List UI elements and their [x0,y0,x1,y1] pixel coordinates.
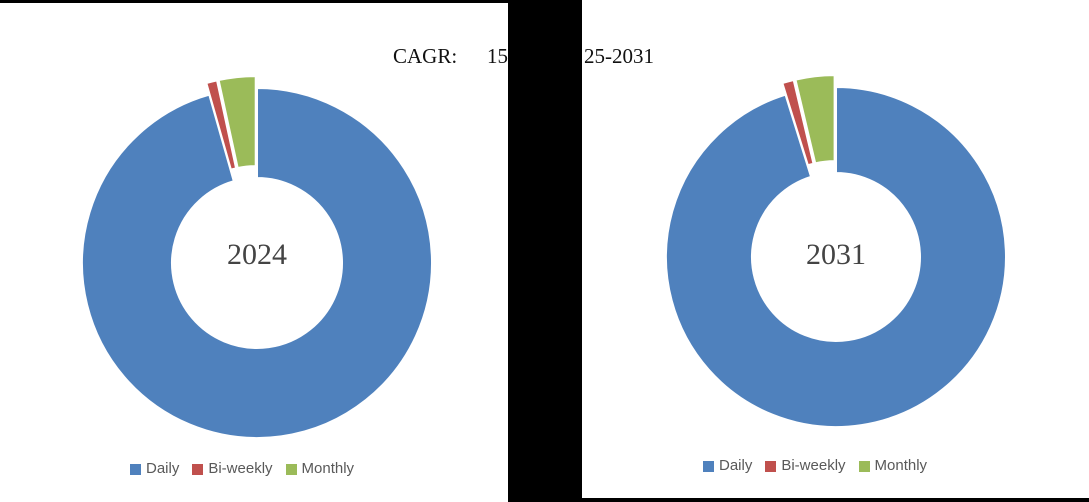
pie-slice-bi-weekly-2024 [205,79,238,171]
legend-marker-bi-weekly-icon [765,460,777,472]
pie-slice-daily-2031 [664,85,1007,428]
donut-center-year-2024: 2024 [227,238,287,271]
pie-slice-daily-2024 [81,86,434,439]
legend-item-bi-weekly: Bi-weekly [765,456,846,476]
legend-marker-monthly-icon [858,460,870,472]
legend-item-monthly: Monthly [285,459,355,479]
black-strip-bottom [508,498,1089,502]
legend-marker-daily-icon [130,463,141,475]
chart-panel-2024: 2024 Daily Bi-weekly Monthly [0,3,508,502]
pie-slice-bi-weekly-2031 [781,78,815,167]
pie-slice-monthly-2024 [217,75,257,170]
pie-slice-monthly-2031 [794,74,836,165]
legend-item-daily: Daily [130,459,179,479]
legend-label-bi-weekly: Bi-weekly [208,460,273,477]
chart-panel-2031: 2031 Daily Bi-weekly Monthly [582,0,1089,498]
legend-item-daily: Daily [703,456,752,476]
donut-center-year-2031: 2031 [806,238,866,271]
legend-label-daily: Daily [146,460,180,477]
legend-marker-bi-weekly-icon [192,463,204,475]
donut-chart-2031 [664,74,1007,428]
legend-2031: Daily Bi-weekly Monthly [703,456,927,476]
legend-2024: Daily Bi-weekly Monthly [130,459,354,479]
legend-marker-daily-icon [703,460,714,472]
donut-chart-2024 [81,75,434,439]
chart-title-cagr-value: 15 [487,44,508,68]
legend-label-bi-weekly: Bi-weekly [781,457,846,474]
legend-item-bi-weekly: Bi-weekly [192,459,273,479]
legend-label-daily: Daily [719,457,753,474]
black-redaction-bar [508,0,582,502]
legend-item-monthly: Monthly [858,456,928,476]
chart-title-period: 25-2031 [584,44,654,68]
black-strip-top [0,0,510,3]
chart-title-cagr-label: CAGR: [393,44,458,68]
legend-label-monthly: Monthly [874,457,928,474]
legend-marker-monthly-icon [285,463,297,475]
legend-label-monthly: Monthly [301,460,355,477]
